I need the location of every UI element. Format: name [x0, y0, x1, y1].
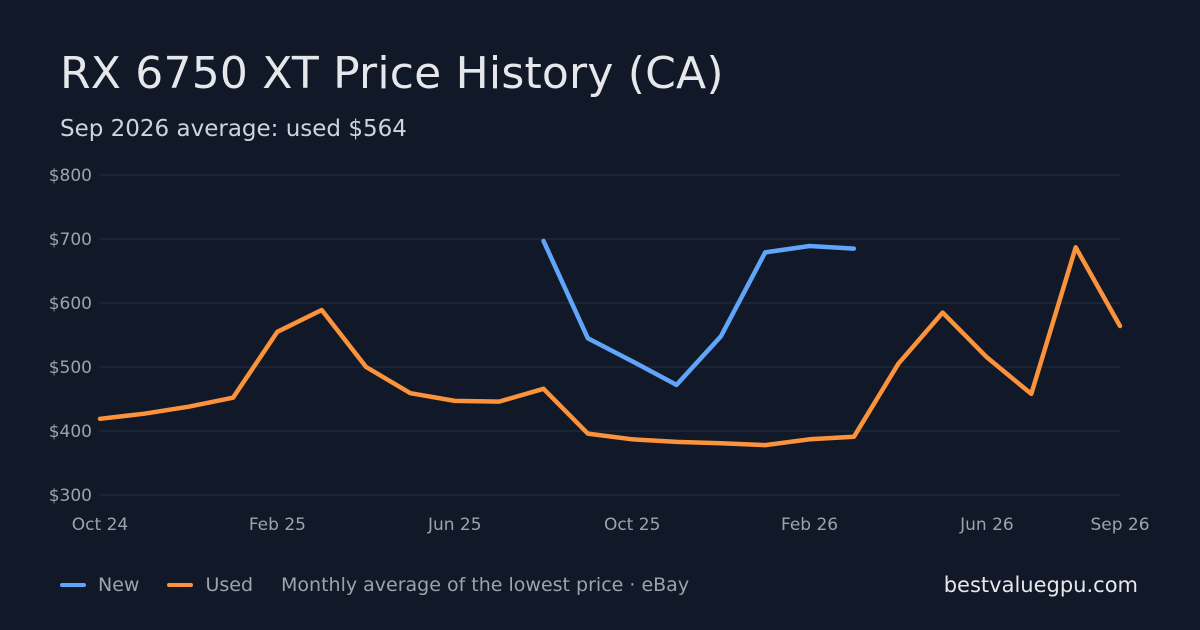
x-tick-label: Feb 25	[249, 515, 306, 535]
brand-link[interactable]: bestvaluegpu.com	[943, 573, 1138, 597]
y-tick-label: $800	[49, 166, 92, 186]
series-lines	[97, 238, 1123, 448]
legend-item-new: New	[60, 574, 139, 596]
y-tick-label: $400	[49, 422, 92, 442]
legend-label-used: Used	[205, 574, 254, 596]
legend: New Used Monthly average of the lowest p…	[60, 574, 689, 596]
x-tick-label: Sep 26	[1090, 515, 1149, 535]
legend-swatch-used	[167, 583, 194, 587]
legend-note: Monthly average of the lowest price · eB…	[281, 574, 690, 596]
x-tick-label: Oct 24	[72, 515, 128, 535]
legend-item-used: Used	[167, 574, 253, 596]
x-tick-label: Oct 25	[604, 515, 660, 535]
series-line-used	[97, 245, 1123, 448]
x-tick-label: Jun 25	[427, 515, 482, 535]
y-tick-label: $500	[49, 358, 92, 378]
x-tick-label: Feb 26	[781, 515, 838, 535]
y-tick-label: $300	[49, 486, 92, 506]
x-axis-ticks: Oct 24 Feb 25 Jun 25 Oct 25 Feb 26 Jun 26 Sep …	[72, 515, 1150, 535]
series-line-new	[541, 238, 857, 388]
y-tick-label: $600	[49, 294, 92, 314]
y-tick-label: $700	[49, 230, 92, 250]
legend-swatch-new	[60, 583, 86, 587]
x-tick-label: Jun 26	[959, 515, 1014, 535]
chart-subtitle: Sep 2026 average: used $564	[60, 116, 407, 142]
y-axis-ticks: $300 $400 $500 $600 $700 $800	[49, 166, 92, 506]
grid-lines	[100, 174, 1120, 496]
legend-label-new: New	[98, 574, 140, 596]
chart-title: RX 6750 XT Price History (CA)	[60, 48, 724, 99]
